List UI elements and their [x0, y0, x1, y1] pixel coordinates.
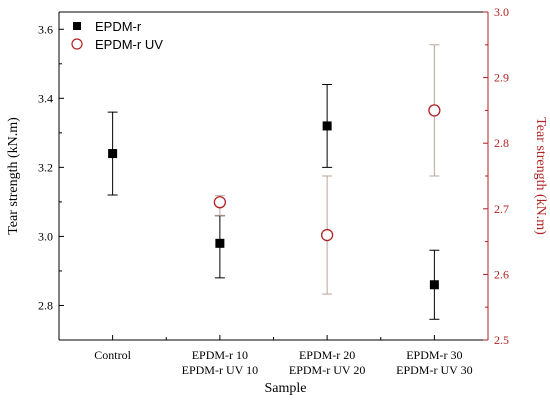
right-y-tick-label: 2.8: [494, 136, 509, 150]
x-tick-label: Control: [94, 348, 131, 362]
right-y-tick-label: 2.6: [494, 267, 509, 281]
data-point-square: [108, 149, 118, 159]
left-y-tick-label: 2.8: [38, 298, 53, 312]
data-point-circle: [213, 196, 227, 209]
right-y-tick-label: 2.9: [494, 71, 509, 85]
legend-label: EPDM-r: [95, 19, 142, 34]
x-axis-title: Sample: [265, 381, 307, 396]
legend-label: EPDM-r UV: [95, 37, 163, 52]
left-y-tick-label: 3.0: [38, 229, 53, 243]
left-y-tick-label: 3.2: [38, 160, 53, 174]
data-point-circle: [320, 228, 334, 242]
x-tick-label-second-line: EPDM-r UV 20: [289, 363, 365, 377]
data-point-circle: [428, 104, 441, 117]
right-y-tick-label: 3.0: [494, 5, 509, 19]
x-tick-label: EPDM-r 10: [192, 348, 248, 362]
x-tick-label: EPDM-r 20: [299, 348, 355, 362]
legend-marker-square: [73, 22, 81, 30]
right-y-tick-label: 2.7: [494, 202, 509, 216]
x-tick-label: EPDM-r 30: [406, 348, 462, 362]
x-tick-label-second-line: EPDM-r UV 30: [396, 363, 472, 377]
right-y-tick-label: 2.5: [494, 333, 509, 347]
left-y-tick-label: 3.6: [38, 22, 53, 36]
left-y-axis-title: Tear strength (kN.m): [6, 117, 21, 235]
data-point-square: [429, 280, 439, 290]
x-tick-label-second-line: EPDM-r UV 10: [182, 363, 258, 377]
data-point-square: [215, 238, 225, 248]
right-y-axis-title: Tear strength (kN.m): [533, 117, 548, 235]
data-point-square: [322, 121, 332, 131]
legend-marker-circle: [71, 38, 83, 50]
left-y-tick-label: 3.4: [38, 91, 53, 105]
